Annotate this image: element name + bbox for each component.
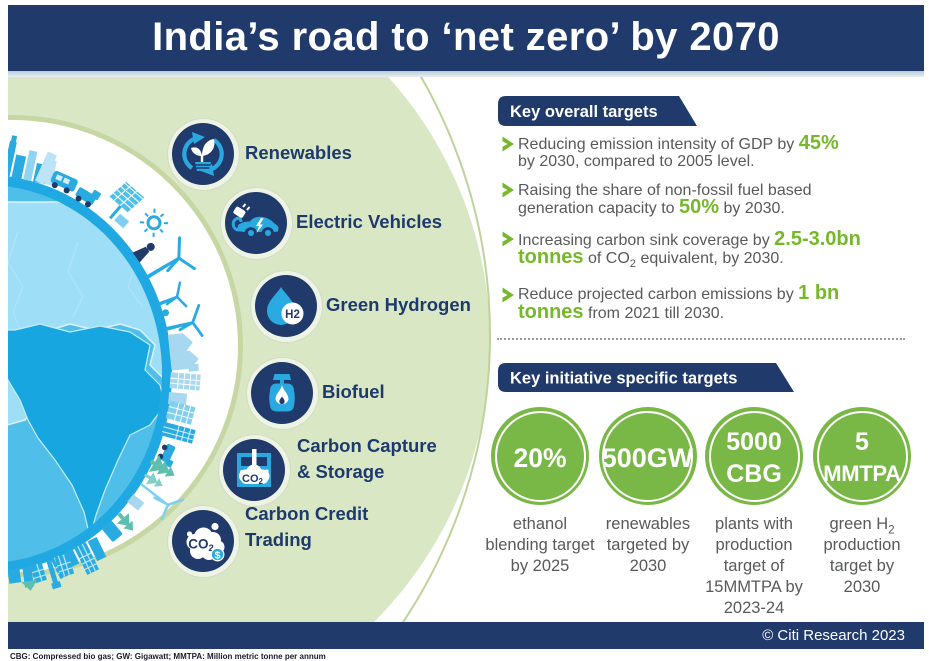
svg-text:$: $	[215, 550, 221, 562]
svg-text:H2: H2	[285, 309, 300, 321]
svg-text:Key overall targets: Key overall targets	[510, 103, 658, 121]
svg-text:Key initiative specific target: Key initiative specific targets	[510, 370, 737, 388]
